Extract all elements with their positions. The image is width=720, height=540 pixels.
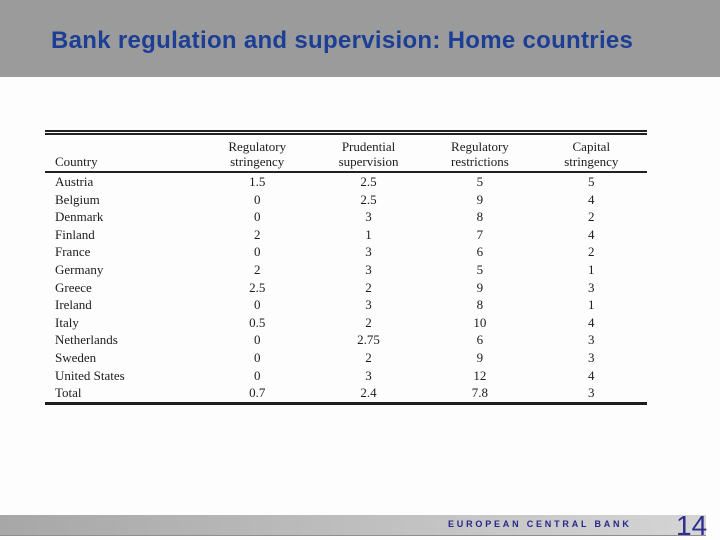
value-cell: 8 [476, 297, 484, 313]
title-band: Bank regulation and supervision: Home co… [0, 0, 720, 77]
value-cell: 3 [365, 367, 372, 383]
value-cell: 4 [588, 191, 595, 207]
value-cell: 0 [253, 209, 261, 225]
value-cell: 0.5 [249, 314, 266, 330]
value-cell: 1 [365, 226, 372, 242]
value-cell: 1.5 [249, 174, 266, 189]
value-cell: 0 [253, 297, 261, 313]
value-cell: 3 [588, 349, 595, 365]
table-row: Greece 2.5 2 9 3 [45, 279, 647, 297]
value-cell: 12 [473, 367, 487, 383]
value-cell: 3 [365, 244, 372, 260]
value-cell: 5 [476, 261, 484, 277]
value-cell: 0 [253, 191, 261, 207]
value-cell: 1 [588, 297, 595, 313]
regulation-table-container: Country Regulatory stringency Prudential s… [45, 130, 652, 405]
value-cell: 5 [588, 174, 595, 189]
country-cell: United States [55, 367, 125, 383]
value-cell: 8 [476, 209, 484, 225]
value-cell: 2 [365, 349, 372, 365]
table-row: Belgium 0 2.5 9 4 [45, 191, 647, 209]
value-cell: 0.7 [249, 385, 266, 401]
country-cell: Sweden [55, 349, 97, 365]
value-cell: 0 [253, 332, 261, 348]
slide-title: Bank regulation and supervision: Home co… [51, 27, 634, 54]
value-cell: 9 [476, 279, 484, 295]
value-cell: 3 [588, 385, 595, 401]
value-cell: 2.4 [360, 385, 377, 401]
value-cell: 3 [588, 332, 595, 348]
column-header: Regulatory stringency [201, 132, 313, 173]
table-row: Italy 0.5 2 10 4 [45, 314, 647, 332]
country-cell: Ireland [55, 297, 92, 313]
table-row: France 0 3 6 2 [45, 243, 647, 261]
value-cell: 4 [588, 367, 595, 383]
country-cell: Belgium [55, 191, 100, 207]
value-cell: 2.75 [357, 332, 380, 348]
value-cell: 3 [365, 261, 372, 277]
column-header: Capital stringency [535, 132, 647, 173]
value-cell: 0 [253, 367, 261, 383]
regulation-table: Country Regulatory stringency Prudential s… [45, 130, 647, 405]
column-header: Regulatory restrictions [424, 132, 536, 173]
table-row: United States 0 3 12 4 [45, 367, 647, 385]
table-body: Austria 1.5 2.5 5 5 Belgium 0 2.5 9 4 Denmark 0 3 8 2 F… [45, 172, 647, 403]
value-cell: 9 [476, 349, 484, 365]
value-cell: 2 [365, 314, 372, 330]
table-row: Netherlands 0 2.75 6 3 [45, 331, 647, 349]
value-cell: 0 [253, 349, 261, 365]
value-cell: 6 [476, 332, 484, 348]
country-cell: Austria [55, 174, 94, 189]
value-cell: 2.5 [360, 191, 377, 207]
value-cell: 3 [365, 297, 372, 313]
table-row: Finland 2 1 7 4 [45, 226, 647, 244]
value-cell: 4 [588, 314, 595, 330]
value-cell: 2 [588, 209, 595, 225]
table-row: Total 0.7 2.4 7.8 3 [45, 384, 647, 403]
table-row: Denmark 0 3 8 2 [45, 208, 647, 226]
table-row: Austria 1.5 2.5 5 5 [45, 172, 647, 191]
country-cell: Finland [55, 226, 95, 242]
table-row: Germany 2 3 5 1 [45, 261, 647, 279]
country-cell: Denmark [55, 209, 104, 225]
footer-band: EUROPEAN CENTRAL BANK [0, 515, 706, 536]
value-cell: 0 [253, 244, 261, 260]
column-header: Prudential supervision [312, 132, 425, 173]
country-cell: Germany [55, 261, 104, 277]
value-cell: 2 [253, 261, 261, 277]
country-cell: Netherlands [55, 332, 118, 348]
value-cell: 2 [365, 279, 372, 295]
table-header: Country Regulatory stringency Prudential s… [45, 132, 647, 173]
value-cell: 2.5 [249, 279, 266, 295]
value-cell: 5 [476, 174, 484, 189]
header-row: Country Regulatory stringency Prudential s… [45, 132, 647, 173]
footer-brand-text: EUROPEAN CENTRAL BANK [448, 519, 632, 529]
table-row: Ireland 0 3 8 1 [45, 296, 647, 314]
value-cell: 9 [476, 191, 484, 207]
value-cell: 10 [473, 314, 487, 330]
value-cell: 3 [588, 279, 595, 295]
value-cell: 7 [476, 226, 484, 242]
page-number: 14 [676, 510, 708, 540]
column-header-country: Country [45, 132, 202, 173]
country-cell: Italy [55, 314, 79, 330]
country-cell: Total [55, 385, 82, 401]
value-cell: 3 [365, 209, 372, 225]
value-cell: 2 [588, 244, 595, 260]
value-cell: 2.5 [360, 174, 377, 189]
value-cell: 2 [253, 226, 261, 242]
value-cell: 7.8 [471, 385, 489, 401]
value-cell: 6 [476, 244, 484, 260]
table-row: Sweden 0 2 9 3 [45, 349, 647, 367]
value-cell: 1 [588, 261, 595, 277]
country-cell: France [55, 244, 91, 260]
value-cell: 4 [588, 226, 595, 242]
country-cell: Greece [55, 279, 92, 295]
